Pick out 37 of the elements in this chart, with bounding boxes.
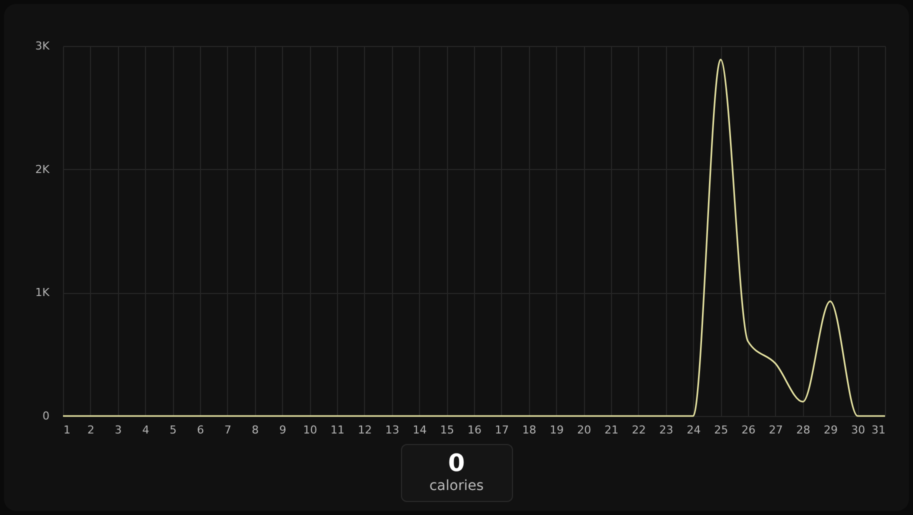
y-tick-label: 3K xyxy=(35,40,50,52)
x-tick-label: 10 xyxy=(303,424,318,436)
x-tick-label: 24 xyxy=(686,424,701,436)
text: calories xyxy=(428,478,485,495)
x-tick-label: 27 xyxy=(768,424,783,436)
x-tick-label: 22 xyxy=(632,424,646,436)
x-tick-label: 31 xyxy=(872,424,886,436)
x-tick-label: 19 xyxy=(550,424,564,436)
x-tick-label: 1 xyxy=(64,424,70,436)
x-tick-label: 9 xyxy=(279,424,286,436)
x-tick-label: 16 xyxy=(468,424,482,436)
y-tick-label: 1K xyxy=(35,286,50,300)
x-tick-label: 7 xyxy=(224,424,232,436)
y-tick-label: 2K xyxy=(35,162,50,176)
x-tick-label: 12 xyxy=(358,424,372,436)
y-tick-label: 0 xyxy=(42,410,50,422)
x-tick-label: 2 xyxy=(87,424,94,436)
x-tick-label: 5 xyxy=(170,424,177,436)
x-tick-label: 6 xyxy=(197,424,204,436)
x-tick-label: 21 xyxy=(604,424,618,436)
x-tick-label: 13 xyxy=(385,424,400,436)
x-tick-label: 3 xyxy=(114,424,122,436)
text: 0 xyxy=(447,449,466,478)
x-tick-label: 17 xyxy=(494,424,509,436)
x-tick-label: 11 xyxy=(330,424,344,436)
x-tick-label: 15 xyxy=(440,424,454,436)
x-tick-label: 8 xyxy=(252,424,259,436)
x-tick-label: 14 xyxy=(412,424,427,436)
x-tick-label: 23 xyxy=(659,424,674,436)
x-tick-label: 25 xyxy=(714,424,728,436)
x-tick-label: 28 xyxy=(796,424,810,436)
x-tick-label: 29 xyxy=(824,424,838,436)
x-tick-label: 26 xyxy=(742,424,756,436)
x-tick-label: 20 xyxy=(577,424,592,436)
x-tick-label: 18 xyxy=(522,424,536,436)
x-tick-label: 4 xyxy=(142,424,150,436)
x-tick-label: 30 xyxy=(851,424,866,436)
